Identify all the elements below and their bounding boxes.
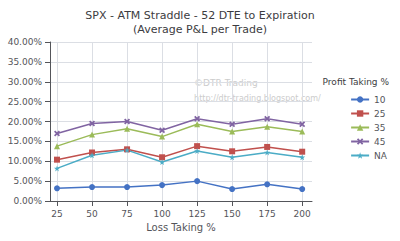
svg-text:http://dtr-trading.blogspot.co: http://dtr-trading.blogspot.com/ [194, 93, 321, 103]
svg-text:200: 200 [294, 209, 311, 219]
svg-text:10: 10 [374, 95, 386, 105]
svg-text:©DTR Trading: ©DTR Trading [194, 77, 258, 88]
svg-text:50: 50 [86, 209, 98, 219]
svg-text:30.00%: 30.00% [8, 77, 43, 87]
svg-text:20.00%: 20.00% [8, 117, 43, 127]
svg-text:Loss Taking %: Loss Taking % [146, 222, 216, 233]
svg-text:25: 25 [51, 209, 62, 219]
svg-text:35: 35 [374, 123, 385, 133]
svg-text:40.00%: 40.00% [8, 37, 43, 47]
svg-text:5.00%: 5.00% [13, 176, 42, 186]
svg-text:125: 125 [189, 209, 206, 219]
svg-text:(Average P&L per Trade): (Average P&L per Trade) [133, 23, 267, 36]
svg-text:SPX - ATM Straddle - 52 DTE to: SPX - ATM Straddle - 52 DTE to Expiratio… [85, 9, 314, 22]
svg-text:10.00%: 10.00% [8, 156, 43, 166]
svg-text:25: 25 [374, 109, 385, 119]
svg-text:NA: NA [374, 151, 388, 161]
svg-text:25.00%: 25.00% [8, 97, 43, 107]
svg-text:15.00%: 15.00% [8, 136, 43, 146]
svg-text:Profit Taking %: Profit Taking % [323, 77, 390, 87]
svg-text:150: 150 [224, 209, 241, 219]
svg-text:75: 75 [121, 209, 132, 219]
svg-text:0.00%: 0.00% [13, 196, 42, 206]
svg-text:175: 175 [259, 209, 276, 219]
svg-text:45: 45 [374, 137, 385, 147]
svg-text:100: 100 [153, 209, 170, 219]
svg-text:35.00%: 35.00% [8, 57, 43, 67]
